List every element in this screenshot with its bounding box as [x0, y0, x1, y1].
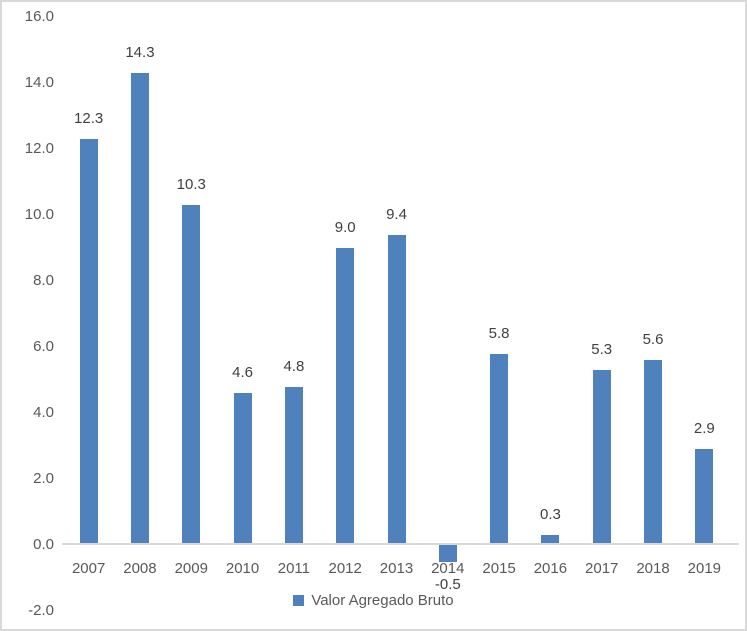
bar-2013: [387, 234, 406, 545]
bar-2014: [438, 545, 457, 562]
data-label-2017: 5.3: [591, 341, 613, 359]
data-label-2012: 9.0: [334, 219, 356, 236]
data-label-2013: 9.4: [386, 205, 407, 223]
legend: Valor Agregado Bruto: [2, 592, 745, 609]
data-label-2016: 0.3: [539, 506, 561, 524]
bar-2007: [79, 139, 98, 545]
x-axis-tick-label: 2012: [328, 560, 362, 577]
bar-2019: [695, 449, 714, 545]
bar-2017: [592, 370, 611, 545]
x-axis-tick-label: 2013: [379, 560, 414, 577]
x-axis-tick-label: 2016: [533, 560, 568, 577]
y-axis-tick-label: 10.0: [24, 206, 54, 223]
data-label-2018: 5.6: [642, 331, 664, 349]
y-axis-tick-label: 12.0: [24, 140, 54, 157]
data-label-2007: 12.3: [74, 110, 104, 128]
bar-2012: [336, 248, 355, 545]
x-axis-tick-label: 2018: [636, 560, 670, 577]
bar-2015: [490, 353, 509, 545]
bar-2018: [644, 360, 663, 545]
x-axis-tick-label: 2008: [123, 560, 157, 577]
data-label-2010: 4.6: [232, 364, 253, 382]
bar-2011: [284, 386, 303, 545]
bar-2008: [130, 73, 149, 545]
x-axis-tick-label: 2010: [225, 560, 260, 577]
data-label-2015: 5.8: [488, 324, 510, 342]
x-axis-tick-label: 2015: [482, 560, 516, 577]
data-label-2014: -0.5: [434, 575, 461, 593]
data-label-2011: 4.8: [283, 357, 305, 375]
y-axis-tick-label: 0.0: [33, 536, 54, 553]
data-label-2019: 2.9: [693, 420, 715, 438]
y-axis-tick-label: 14.0: [24, 74, 54, 91]
y-axis-tick-label: 8.0: [33, 272, 54, 289]
legend-label: Valor Agregado Bruto: [311, 592, 454, 609]
x-axis-tick-label: 2009: [174, 560, 208, 577]
data-label-2009: 10.3: [176, 176, 206, 194]
bar-2009: [182, 205, 201, 545]
x-axis-tick-label: 2011: [277, 560, 310, 577]
y-axis-tick-label: 16.0: [24, 8, 54, 25]
bar-2016: [541, 535, 560, 545]
legend-marker-icon: [293, 595, 305, 606]
x-axis-line: [62, 543, 739, 545]
x-axis-tick-label: 2017: [585, 560, 619, 577]
x-axis-tick-label: 2019: [687, 560, 722, 577]
data-label-2008: 14.3: [125, 44, 155, 62]
y-axis-tick-label: 2.0: [33, 470, 54, 487]
x-axis-tick-label: 2014: [431, 560, 465, 577]
y-axis-tick-label: 6.0: [33, 338, 54, 355]
x-axis-tick-label: 2007: [71, 560, 106, 577]
bar-2010: [233, 393, 252, 545]
y-axis-tick-label: -2.0: [28, 602, 54, 619]
y-axis-tick-label: 4.0: [33, 404, 54, 421]
